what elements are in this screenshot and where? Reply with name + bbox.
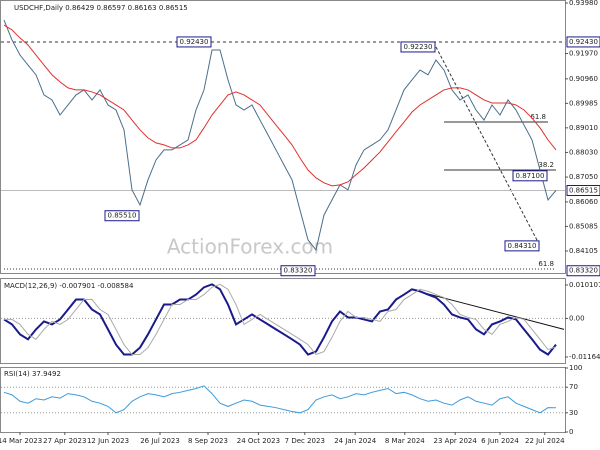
x-tick-label: 12 Jun 2023 bbox=[87, 437, 129, 445]
y-tick-label: 30 bbox=[569, 409, 578, 417]
fib-label: 61.8 bbox=[530, 113, 546, 121]
annotation-label: 0.92230 bbox=[404, 43, 433, 51]
y-tick-label: 0.93980 bbox=[569, 0, 598, 7]
y-tick-label: 0.84105 bbox=[569, 247, 598, 255]
macd-title: MACD(12,26,9) -0.007901 -0.008584 bbox=[4, 282, 134, 290]
x-tick-label: 6 Jun 2024 bbox=[481, 437, 519, 445]
x-tick-label: 24 Oct 2023 bbox=[237, 437, 280, 445]
series-line bbox=[3, 283, 557, 356]
price-marker-box bbox=[566, 265, 600, 277]
y-tick-label: 100 bbox=[569, 364, 582, 372]
x-tick-label: 7 Dec 2023 bbox=[285, 437, 325, 445]
annotation-label: 0.85510 bbox=[108, 212, 137, 220]
y-tick-label: 70 bbox=[569, 383, 578, 391]
trendline bbox=[410, 288, 565, 330]
price-marker-label: 0.92430 bbox=[569, 38, 598, 46]
y-tick-label: 0.91970 bbox=[569, 49, 598, 57]
price-marker-box bbox=[566, 184, 600, 196]
annotation-box bbox=[512, 170, 548, 182]
price-marker-label: 0.83320 bbox=[569, 267, 598, 275]
y-tick-label: 0.85085 bbox=[569, 222, 598, 230]
y-tick-label: 0.88030 bbox=[569, 148, 598, 156]
y-tick-label: -0.011645 bbox=[569, 353, 600, 361]
annotation-box bbox=[104, 210, 140, 222]
price-marker-label: 0.86515 bbox=[569, 186, 598, 194]
x-tick-label: 26 Jul 2023 bbox=[140, 437, 180, 445]
series-line bbox=[3, 24, 557, 187]
rsi-panel bbox=[0, 367, 566, 433]
x-tick-label: 23 Apr 2024 bbox=[434, 437, 478, 445]
rsi-title: RSI(14) 37.9492 bbox=[4, 370, 61, 378]
y-tick-label: 0.00 bbox=[569, 314, 585, 322]
fib-label: 38.2 bbox=[538, 161, 554, 169]
series-line bbox=[4, 283, 557, 356]
series-line bbox=[3, 19, 557, 252]
watermark: ActionForex.com bbox=[167, 235, 333, 259]
macd-panel bbox=[0, 278, 566, 364]
annotation-label: 0.83320 bbox=[284, 267, 313, 275]
y-tick-label: 0.89010 bbox=[569, 124, 598, 132]
x-tick-label: 8 Sep 2023 bbox=[188, 437, 228, 445]
y-tick-label: 0.89985 bbox=[569, 99, 598, 107]
x-tick-label: 24 Jan 2024 bbox=[334, 437, 377, 445]
y-tick-label: 0 bbox=[569, 428, 573, 436]
annotation-label: 0.84310 bbox=[508, 242, 537, 250]
fib-label: 61.8 bbox=[538, 260, 554, 268]
price-marker-box bbox=[566, 36, 600, 48]
y-tick-label: 0.86060 bbox=[569, 198, 598, 206]
header: USDCHF,Daily 0.86429 0.86597 0.86163 0.8… bbox=[14, 4, 188, 12]
x-tick-label: 14 Mar 2023 bbox=[0, 437, 42, 445]
series-line bbox=[3, 385, 557, 414]
x-tick-label: 27 Apr 2023 bbox=[43, 437, 86, 445]
annotation-label: 0.92430 bbox=[180, 38, 209, 46]
y-tick-label: 0.87050 bbox=[569, 173, 598, 181]
trendline bbox=[435, 46, 541, 247]
annotation-box bbox=[504, 240, 540, 252]
annotation-box bbox=[400, 41, 436, 53]
annotation-box bbox=[280, 265, 316, 277]
x-tick-label: 8 Mar 2024 bbox=[385, 437, 425, 445]
y-tick-label: 0.90960 bbox=[569, 75, 598, 83]
x-tick-label: 22 Jul 2024 bbox=[525, 437, 565, 445]
y-tick-label: 0.010101 bbox=[569, 281, 600, 289]
annotation-label: 0.87100 bbox=[516, 172, 545, 180]
annotation-box bbox=[176, 36, 212, 48]
